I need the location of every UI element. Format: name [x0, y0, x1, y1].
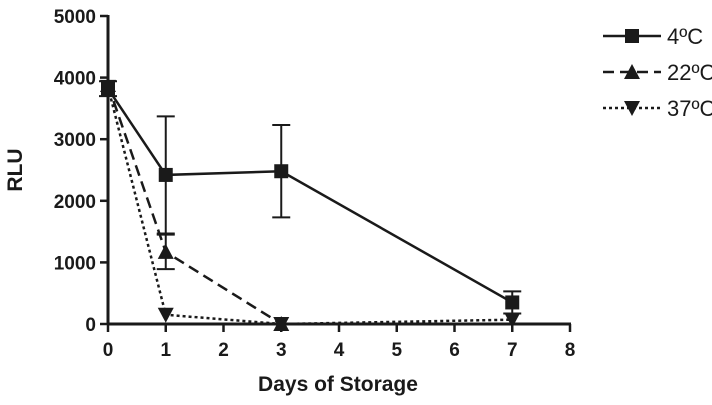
series-layer — [99, 76, 522, 332]
x-axis-label: Days of Storage — [258, 373, 418, 396]
series-line — [106, 87, 513, 304]
axes: 0 1 2 3 4 5 6 7 8 0 1000 2000 3000 4000 5000 — [54, 7, 576, 361]
x-tick-label: 1 — [160, 340, 171, 361]
x-tick-label: 2 — [218, 340, 229, 361]
x-tick-label: 5 — [391, 340, 402, 361]
data-point — [158, 167, 173, 182]
y-tick-label: 2000 — [54, 192, 96, 213]
y-tick-label: 4000 — [54, 69, 96, 90]
x-tick-label: 7 — [507, 340, 518, 361]
data-point — [157, 307, 174, 323]
legend-marker — [625, 29, 639, 43]
y-tick-label: 0 — [85, 315, 96, 336]
series-1 — [99, 80, 522, 315]
x-tick-label: 3 — [276, 340, 287, 361]
x-tick-label: 4 — [334, 340, 345, 361]
y-axis-label: RLU — [4, 148, 27, 191]
series-line — [106, 84, 282, 326]
y-tick-label: 3000 — [54, 130, 96, 151]
x-tick-label: 0 — [103, 340, 114, 361]
legend-item-3: 37ºC — [603, 96, 712, 121]
series-3 — [100, 79, 521, 332]
series-2 — [100, 76, 290, 331]
legend-marker — [624, 64, 640, 79]
legend-label: 37ºC — [667, 96, 712, 121]
x-tick-label: 8 — [565, 340, 576, 361]
legend-item-1: 4ºC — [603, 24, 703, 49]
legend: 4ºC 22ºC 37ºC — [603, 24, 712, 121]
data-point — [505, 295, 520, 310]
data-point — [157, 243, 174, 259]
legend-label: 4ºC — [667, 24, 703, 49]
legend-item-2: 22ºC — [603, 60, 712, 85]
data-point — [100, 79, 116, 95]
series-line — [106, 86, 513, 326]
y-tick-label: 5000 — [54, 7, 96, 28]
x-tick-label: 6 — [449, 340, 460, 361]
y-tick-label: 1000 — [54, 253, 96, 274]
data-point — [274, 164, 289, 179]
data-point — [273, 317, 290, 332]
legend-label: 22ºC — [667, 60, 712, 85]
legend-marker — [624, 101, 640, 116]
data-point — [504, 312, 521, 328]
